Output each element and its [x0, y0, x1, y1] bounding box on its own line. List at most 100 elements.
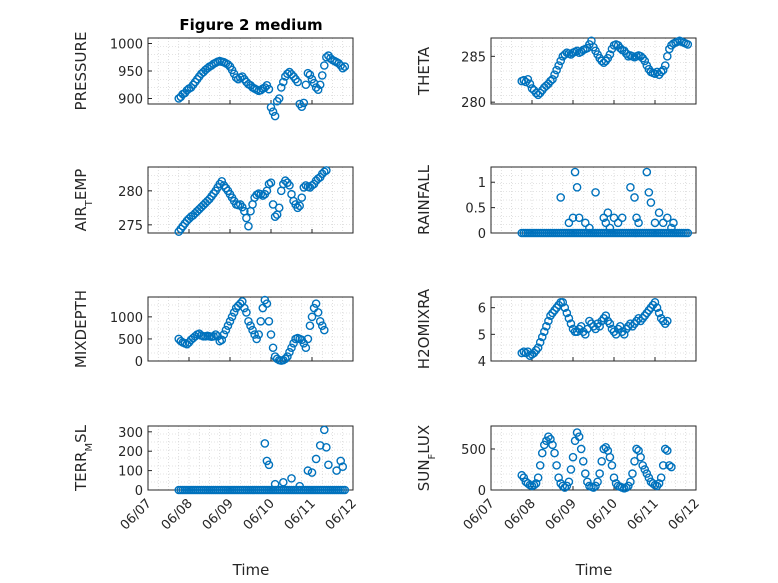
data-series	[174, 425, 350, 495]
y-axis-label-part: LUX	[415, 425, 433, 454]
data-point	[540, 327, 549, 336]
data-point	[299, 183, 309, 192]
data-point	[262, 299, 272, 308]
data-point	[223, 321, 233, 330]
data-point	[299, 98, 309, 108]
y-tick-label: 900	[118, 93, 143, 108]
y-axis-label: MIXDEPTH	[72, 290, 90, 368]
data-point	[646, 198, 656, 207]
data-point	[599, 213, 609, 223]
data-point	[542, 436, 551, 446]
data-point	[605, 452, 615, 462]
y-axis-label: H2OMIXRA	[415, 288, 433, 369]
data-point	[562, 308, 572, 318]
data-point	[517, 470, 527, 480]
data-series	[174, 166, 331, 236]
data-point	[626, 183, 635, 192]
data-point	[317, 321, 327, 330]
data-point	[317, 71, 327, 80]
data-point	[560, 50, 570, 59]
data-point	[264, 84, 274, 94]
x-axis-label-left: Time	[232, 561, 270, 579]
data-point	[287, 70, 296, 79]
data-point	[535, 461, 545, 470]
y-tick-label: 1000	[110, 311, 143, 326]
subplot-theta: 280 285 THETA	[415, 36, 697, 111]
y-tick-label: 1	[478, 176, 486, 191]
x-tick-label: 06/10	[584, 496, 621, 533]
data-point	[256, 316, 266, 326]
data-point	[546, 434, 555, 444]
data-point	[644, 188, 654, 197]
data-point	[574, 213, 584, 223]
data-point	[564, 314, 574, 323]
subplot-sun-flux: 0 500 06/07 06/08 06/09 06/10 06/11 06/12 SUNFLU…	[415, 425, 703, 534]
data-point	[537, 448, 547, 458]
data-point	[322, 443, 331, 452]
data-point	[319, 61, 329, 70]
data-point	[581, 218, 590, 228]
data-point	[542, 322, 551, 331]
data-point	[531, 479, 541, 488]
data-point	[570, 167, 580, 177]
y-axis-label: TERRMSL	[72, 424, 95, 492]
x-tick-label: 06/07	[461, 496, 498, 533]
y-axis-label: AIRTEMP	[72, 169, 95, 232]
y-axis-label-part: AIR	[72, 206, 90, 231]
grid-lines	[148, 426, 353, 490]
data-point	[274, 94, 284, 103]
data-point	[285, 181, 294, 190]
data-point	[229, 308, 239, 317]
data-point	[240, 303, 249, 313]
data-point	[533, 473, 543, 482]
data-point	[319, 167, 329, 177]
y-tick-label: 6	[478, 302, 486, 317]
data-point	[274, 203, 284, 213]
data-point	[340, 62, 350, 71]
data-point	[268, 107, 278, 116]
x-tick-label: 06/10	[241, 496, 278, 533]
data-point	[566, 319, 576, 328]
y-tick-label: 950	[118, 65, 143, 80]
data-point	[338, 462, 348, 472]
data-point	[630, 193, 639, 202]
data-point	[642, 469, 652, 478]
data-point	[217, 335, 227, 345]
data-point	[554, 61, 563, 70]
data-series	[517, 298, 672, 360]
axes-box	[147, 296, 354, 362]
data-point	[278, 477, 288, 487]
data-point	[268, 343, 278, 353]
y-axis-label: THETA	[415, 46, 433, 96]
y-tick-label: 280	[118, 185, 143, 200]
data-point	[301, 343, 311, 353]
data-point	[665, 461, 674, 470]
data-point	[266, 178, 276, 187]
x-tick-label: 06/12	[323, 496, 360, 533]
data-point	[519, 473, 529, 482]
data-point	[658, 218, 668, 228]
data-point	[301, 181, 311, 190]
data-point	[599, 444, 609, 454]
x-tick-label: 06/09	[200, 496, 237, 533]
data-point	[605, 223, 615, 233]
data-point	[338, 63, 348, 73]
data-point	[628, 469, 637, 478]
data-point	[533, 343, 543, 352]
data-point	[297, 193, 307, 202]
data-point	[597, 456, 607, 466]
data-point	[652, 303, 662, 312]
data-point	[260, 83, 270, 92]
y-axis-label-part: SL	[72, 424, 90, 443]
data-point	[248, 325, 257, 335]
y-axis-label-subscript: T	[84, 199, 95, 207]
x-tick-label: 06/11	[282, 496, 319, 533]
data-point	[270, 212, 280, 221]
data-point	[667, 223, 676, 233]
data-point	[285, 347, 294, 357]
grid-lines	[491, 38, 696, 104]
data-point	[529, 480, 539, 490]
y-tick-label: 4	[478, 355, 486, 370]
data-point	[581, 330, 590, 339]
